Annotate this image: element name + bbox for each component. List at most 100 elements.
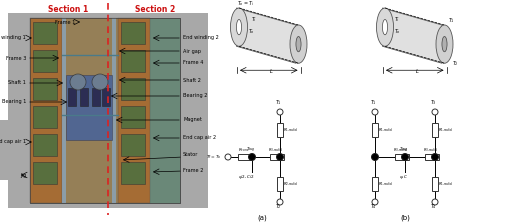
Text: Frame 2: Frame 2 bbox=[183, 168, 204, 172]
Bar bbox=[121, 162, 145, 184]
Circle shape bbox=[277, 109, 283, 115]
Ellipse shape bbox=[290, 25, 307, 63]
Bar bbox=[33, 50, 57, 72]
Bar bbox=[80, 88, 88, 106]
Text: $T_f$$=$$T_o$: $T_f$$=$$T_o$ bbox=[206, 153, 222, 161]
Text: $T_3$: $T_3$ bbox=[430, 99, 437, 108]
Bar bbox=[8, 13, 208, 208]
Circle shape bbox=[371, 153, 379, 161]
Circle shape bbox=[432, 199, 438, 205]
Ellipse shape bbox=[236, 19, 241, 35]
Text: $T_2$: $T_2$ bbox=[275, 202, 282, 211]
Text: Stator: Stator bbox=[183, 153, 198, 157]
Circle shape bbox=[432, 109, 438, 115]
Circle shape bbox=[372, 109, 378, 115]
Bar bbox=[121, 106, 145, 128]
Text: $T_2$: $T_2$ bbox=[453, 59, 459, 68]
Text: $R_{3,radial}$: $R_{3,radial}$ bbox=[423, 146, 438, 154]
Text: $R_{1,radial}$: $R_{1,radial}$ bbox=[283, 126, 298, 134]
Text: End cap air 2: End cap air 2 bbox=[183, 136, 216, 140]
Text: $L$: $L$ bbox=[415, 67, 420, 75]
Text: $R_{1,radial}$: $R_{1,radial}$ bbox=[378, 180, 394, 188]
Ellipse shape bbox=[442, 37, 447, 52]
Text: $T_1$: $T_1$ bbox=[448, 16, 454, 25]
Text: $q, C$: $q, C$ bbox=[399, 173, 409, 181]
Text: Bearing 2: Bearing 2 bbox=[183, 93, 207, 99]
Bar bbox=[0, 120, 18, 180]
Bar bbox=[121, 22, 145, 44]
Bar bbox=[30, 18, 180, 203]
Text: $R_{2,radial}$: $R_{2,radial}$ bbox=[283, 180, 298, 188]
Text: Air gap: Air gap bbox=[183, 49, 201, 54]
Text: $R_{1,radial}$: $R_{1,radial}$ bbox=[378, 126, 394, 134]
Bar bbox=[270, 154, 284, 160]
Text: $T_i$: $T_i$ bbox=[251, 15, 257, 24]
Text: $R_{conv}$: $R_{conv}$ bbox=[238, 146, 250, 154]
Bar bbox=[33, 78, 57, 100]
Text: Section 2: Section 2 bbox=[135, 4, 175, 13]
Bar bbox=[395, 154, 409, 160]
Text: $q/2, C/2$: $q/2, C/2$ bbox=[238, 173, 255, 181]
Bar bbox=[121, 134, 145, 156]
Text: Jig: Jig bbox=[20, 172, 26, 177]
Text: $R_{1,radial}$: $R_{1,radial}$ bbox=[438, 180, 453, 188]
Bar bbox=[118, 18, 150, 203]
Text: $T_1$: $T_1$ bbox=[275, 99, 282, 108]
Bar bbox=[30, 18, 180, 203]
Text: Bearing 1: Bearing 1 bbox=[2, 99, 26, 105]
Bar bbox=[62, 18, 118, 203]
Bar bbox=[62, 18, 66, 203]
Text: $L$: $L$ bbox=[269, 67, 274, 75]
Bar bbox=[33, 22, 57, 44]
Bar bbox=[238, 154, 252, 160]
Text: Shaft 1: Shaft 1 bbox=[8, 80, 26, 86]
Bar bbox=[30, 18, 62, 203]
Circle shape bbox=[372, 199, 378, 205]
Bar bbox=[102, 88, 110, 106]
Text: End winding 2: End winding 2 bbox=[183, 35, 219, 41]
Bar bbox=[92, 88, 100, 106]
Text: Section 1: Section 1 bbox=[48, 4, 88, 13]
Circle shape bbox=[225, 154, 231, 160]
Ellipse shape bbox=[296, 37, 301, 52]
Text: $R_{3,radial}$: $R_{3,radial}$ bbox=[393, 146, 409, 154]
Text: $T_o$: $T_o$ bbox=[248, 27, 255, 36]
Text: $T_o$: $T_o$ bbox=[394, 27, 401, 36]
Text: $R_{1,radial}$: $R_{1,radial}$ bbox=[438, 126, 453, 134]
Text: $T_i$: $T_i$ bbox=[394, 15, 400, 24]
Bar bbox=[432, 123, 438, 137]
Ellipse shape bbox=[382, 19, 387, 35]
Text: $T_o$$=$$T_i$: $T_o$$=$$T_i$ bbox=[237, 0, 254, 8]
Bar bbox=[372, 177, 378, 191]
Bar bbox=[425, 154, 439, 160]
Text: (b): (b) bbox=[400, 215, 410, 221]
Text: Shaft 2: Shaft 2 bbox=[183, 78, 201, 82]
Text: Frame 3: Frame 3 bbox=[6, 56, 26, 60]
Bar bbox=[66, 75, 112, 140]
Circle shape bbox=[249, 153, 255, 161]
Bar bbox=[112, 18, 116, 203]
Text: Frame 1: Frame 1 bbox=[54, 19, 75, 24]
Ellipse shape bbox=[231, 8, 248, 46]
Bar bbox=[277, 123, 283, 137]
Polygon shape bbox=[382, 8, 442, 63]
Text: End cap air 1: End cap air 1 bbox=[0, 140, 26, 144]
Text: $T_{avg}$: $T_{avg}$ bbox=[399, 146, 409, 155]
Ellipse shape bbox=[436, 25, 453, 63]
Circle shape bbox=[431, 153, 439, 161]
Text: (a): (a) bbox=[257, 215, 267, 221]
Circle shape bbox=[277, 199, 283, 205]
Circle shape bbox=[401, 153, 409, 161]
Text: $T_4$: $T_4$ bbox=[430, 202, 437, 211]
Bar bbox=[277, 177, 283, 191]
Text: $T_1$: $T_1$ bbox=[370, 99, 377, 108]
Text: Frame 4: Frame 4 bbox=[183, 60, 204, 65]
Bar bbox=[33, 162, 57, 184]
Text: Magnet: Magnet bbox=[183, 118, 202, 123]
Text: $T_4$: $T_4$ bbox=[370, 202, 377, 211]
Text: End winding 1: End winding 1 bbox=[0, 35, 26, 41]
Text: $R_{3,radial}$: $R_{3,radial}$ bbox=[268, 146, 283, 154]
Text: $T_{avg}$: $T_{avg}$ bbox=[246, 146, 256, 155]
Bar bbox=[121, 78, 145, 100]
Ellipse shape bbox=[377, 8, 394, 46]
